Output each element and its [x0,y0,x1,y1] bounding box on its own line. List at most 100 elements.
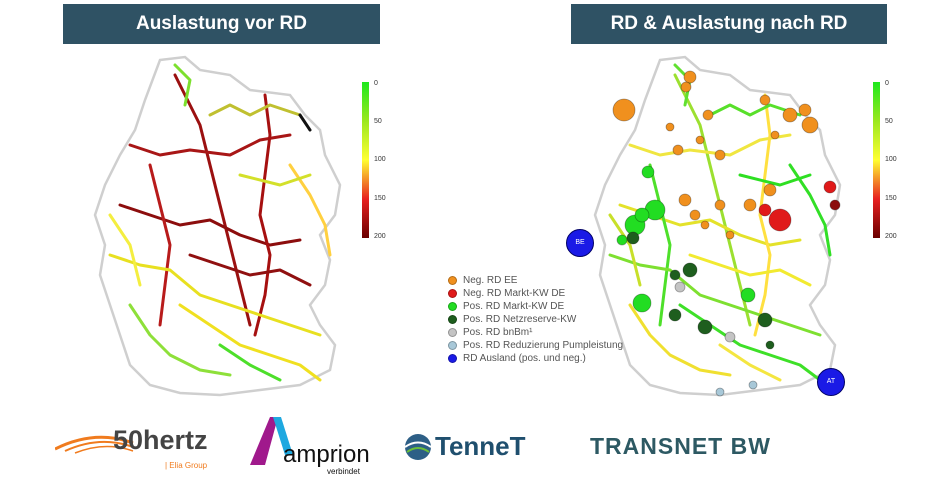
scale-tick: 50 [374,118,382,125]
marker-neg-rd-markt-kw [823,180,837,194]
marker-pos-rd-markt-kw [641,165,655,179]
scale-tick: 100 [374,156,386,163]
marker-neg-rd-ee [714,199,726,211]
logo-subtext-50hertz: | Elia Group [165,461,208,470]
marker-neg-rd-ee [665,122,675,132]
scale-tick: 100 [885,156,897,163]
legend-dot [448,302,457,311]
marker-neg-rd-ee [612,98,636,122]
marker-neg-rd-ee [672,144,684,156]
logo-text-tennet: TenneT [435,431,526,461]
marker-pos-rd-netzreserve [757,312,773,328]
marker-neg-rd-ee [695,135,705,145]
scale-tick: 150 [374,195,386,202]
scale-tick: 0 [885,80,889,87]
grid-map-after [593,55,842,397]
marker-rd-ausland-at: AT [817,368,845,396]
marker-neg-rd-ee [683,70,697,84]
scale-tick: 200 [374,233,386,240]
marker-neg-rd-ee [763,183,777,197]
legend-label: Neg. RD Markt-KW DE [463,288,566,299]
marker-pos-rd-bnbm [674,281,686,293]
germany-outline [93,55,342,397]
amprion-a-icon [250,417,293,465]
grid-lines-before [108,63,332,382]
logo-tennet: TenneT [403,430,553,465]
legend-item: Pos. RD Markt-KW DE [448,300,623,313]
grid-lines-after [608,63,832,382]
marker-pos-rd-pumpleistung [715,387,725,397]
marker-pos-rd-markt-kw [616,234,628,246]
50hertz-swoosh-icon [55,435,134,454]
legend-label: Neg. RD EE [463,275,518,286]
legend-item: Neg. RD EE [448,274,623,287]
legend-item: Pos. RD Reduzierung Pumpleistung [448,339,623,352]
marker-neg-rd-ee [743,198,757,212]
marker-pos-rd-netzreserve [669,269,681,281]
legend-dot [448,341,457,350]
utilization-scale-left: 0 50 100 150 200 [362,80,402,244]
label-be: BE [575,239,585,246]
marker-neg-rd-ee [782,107,798,123]
marker-pos-rd-markt-kw [632,293,652,313]
marker-neg-rd-ee [702,109,714,121]
marker-pos-rd-netzreserve [668,308,682,322]
label-at: AT [826,378,836,385]
marker-neg-rd-ee [801,116,819,134]
legend-item: Neg. RD Markt-KW DE [448,287,623,300]
logo-text-amprion: amprion [283,441,370,468]
legend-dot [448,276,457,285]
legend-item: Pos. RD Netzreserve-KW [448,313,623,326]
marker-neg-rd-ee [725,230,735,240]
right-map-title: RD & Auslastung nach RD [571,4,887,44]
left-map-title: Auslastung vor RD [63,4,380,44]
marker-neg-rd-ee [770,130,780,140]
legend-label: Pos. RD Markt-KW DE [463,301,565,312]
legend-label: RD Ausland (pos. und neg.) [463,353,586,364]
marker-neg-rd-markt-kw [829,199,841,211]
redispatch-markers [612,70,841,397]
logo-text-50hertz: 50hertz [113,425,208,455]
legend-label: Pos. RD bnBm¹ [463,327,533,338]
legend-label: Pos. RD Reduzierung Pumpleistung [463,340,624,351]
marker-neg-rd-ee [689,209,701,221]
scale-tick: 50 [885,118,893,125]
scale-gradient-bar [362,82,369,238]
logo-text-transnet: TRANSNET BW [590,433,771,459]
marker-pos-rd-markt-kw [740,287,756,303]
marker-pos-rd-netzreserve [697,319,713,335]
legend-dot [448,354,457,363]
marker-pos-rd-pumpleistung [748,380,758,390]
logo-amprion: amprion verbindet [245,415,375,477]
marker-neg-rd-ee [700,220,710,230]
redispatch-legend: Neg. RD EE Neg. RD Markt-KW DE Pos. RD M… [448,274,623,365]
marker-rd-ausland-be: BE [566,229,594,257]
marker-pos-rd-markt-kw [634,207,650,223]
legend-item: RD Ausland (pos. und neg.) [448,352,623,365]
marker-neg-rd-ee [798,103,812,117]
logo-subtext-amprion: verbindet [327,467,360,476]
legend-dot [448,289,457,298]
scale-tick: 0 [374,80,378,87]
logo-transnet: TRANSNET BW [590,430,780,465]
marker-pos-rd-netzreserve [765,340,775,350]
marker-pos-rd-netzreserve [626,231,640,245]
utilization-scale-right: 0 50 100 150 200 [873,80,913,244]
legend-label: Pos. RD Netzreserve-KW [463,314,577,325]
legend-dot [448,315,457,324]
grid-map-before [93,55,342,397]
marker-neg-rd-ee [759,94,771,106]
logo-50hertz: 50hertz | Elia Group [55,415,215,475]
tennet-globe-icon [404,434,432,460]
marker-neg-rd-markt-kw [768,208,792,232]
marker-pos-rd-netzreserve [682,262,698,278]
germany-outline [593,55,842,397]
marker-neg-rd-markt-kw [758,203,772,217]
legend-item: Pos. RD bnBm¹ [448,326,623,339]
scale-gradient-bar [873,82,880,238]
legend-dot [448,328,457,337]
scale-tick: 200 [885,233,897,240]
scale-tick: 150 [885,195,897,202]
marker-neg-rd-ee [714,149,726,161]
marker-neg-rd-ee [680,81,692,93]
